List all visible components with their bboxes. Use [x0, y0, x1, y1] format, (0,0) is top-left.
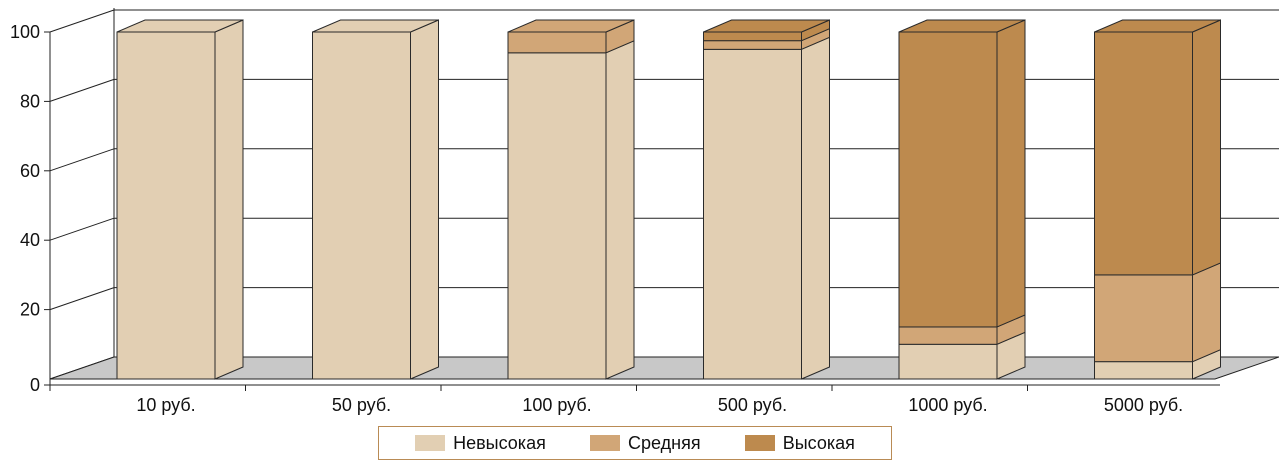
bar-0-top	[116, 19, 244, 33]
side-grid-40	[49, 217, 115, 241]
bar-0-0-front	[116, 31, 216, 380]
legend-label-low: Невысокая	[453, 432, 546, 453]
legend-item-low: Невысокая	[415, 433, 546, 454]
bar-5-1-side	[1192, 262, 1221, 363]
bar-5-0-front	[1094, 361, 1193, 380]
bar-3-2-front	[703, 31, 802, 42]
legend-label-high: Высокая	[782, 432, 855, 453]
bar-2-1-front	[507, 31, 607, 54]
bar-4-0-front	[898, 343, 998, 380]
x-tick-label-4: 1000 руб.	[908, 395, 987, 415]
bar-5-2-side	[1192, 19, 1221, 276]
bar-3-0-front	[703, 48, 802, 380]
legend-label-medium: Средняя	[628, 432, 701, 453]
y-tick-label-60: 60	[20, 161, 40, 181]
y-tick-label-0: 0	[30, 375, 40, 395]
side-grid-60	[49, 148, 115, 172]
bar-5-2-front	[1094, 31, 1193, 276]
legend-item-high: Высокая	[744, 432, 855, 454]
y-tick-label-40: 40	[20, 230, 40, 250]
x-tick-label-0: 10 руб.	[136, 395, 195, 415]
legend-swatch-medium	[590, 435, 620, 451]
bar-4-2-front	[898, 31, 998, 328]
x-tick-label-1: 50 руб.	[332, 395, 391, 415]
bar-5-1-front	[1094, 274, 1193, 363]
bar-2-0-side	[605, 40, 635, 380]
bar-2-top	[507, 19, 635, 33]
side-grid-80	[49, 78, 115, 102]
legend: Невысокая Средняя Высокая	[378, 426, 892, 460]
bar-1-top	[312, 19, 439, 33]
x-tick-label-2: 100 руб.	[522, 395, 591, 415]
legend-item-medium: Средняя	[590, 433, 701, 454]
side-grid-100	[49, 9, 115, 33]
legend-swatch-low	[415, 435, 446, 451]
bar-4-top	[898, 19, 1026, 33]
bar-2-0-front	[507, 52, 607, 380]
x-tick-label-3: 500 руб.	[718, 395, 787, 415]
y-tick-label-100: 100	[10, 22, 40, 42]
bar-4-1-front	[898, 326, 998, 345]
stacked-bar-chart: 0 20 40 60 80 100 10 руб. 50 руб. 100 руб. 500 ру…	[10, 8, 1279, 415]
bar-3-1-front	[703, 40, 802, 50]
bar-3-top	[703, 19, 830, 33]
y-tick-label-20: 20	[20, 300, 40, 320]
bar-3-0-side	[801, 36, 830, 380]
x-tick-label-5: 5000 руб.	[1104, 395, 1183, 415]
bar-1-0-front	[312, 31, 411, 380]
bar-0-0-side	[214, 19, 244, 380]
y-tick-label-80: 80	[20, 91, 40, 111]
bar-5-top	[1094, 19, 1221, 33]
side-grid-20	[49, 287, 115, 311]
legend-swatch-high	[744, 435, 775, 451]
bar-4-2-side	[996, 19, 1026, 328]
bar-1-0-side	[410, 19, 439, 380]
